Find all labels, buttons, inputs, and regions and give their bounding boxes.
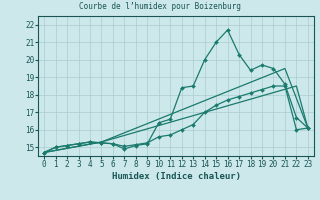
Text: Courbe de l’humidex pour Boizenburg: Courbe de l’humidex pour Boizenburg bbox=[79, 2, 241, 11]
X-axis label: Humidex (Indice chaleur): Humidex (Indice chaleur) bbox=[111, 172, 241, 181]
